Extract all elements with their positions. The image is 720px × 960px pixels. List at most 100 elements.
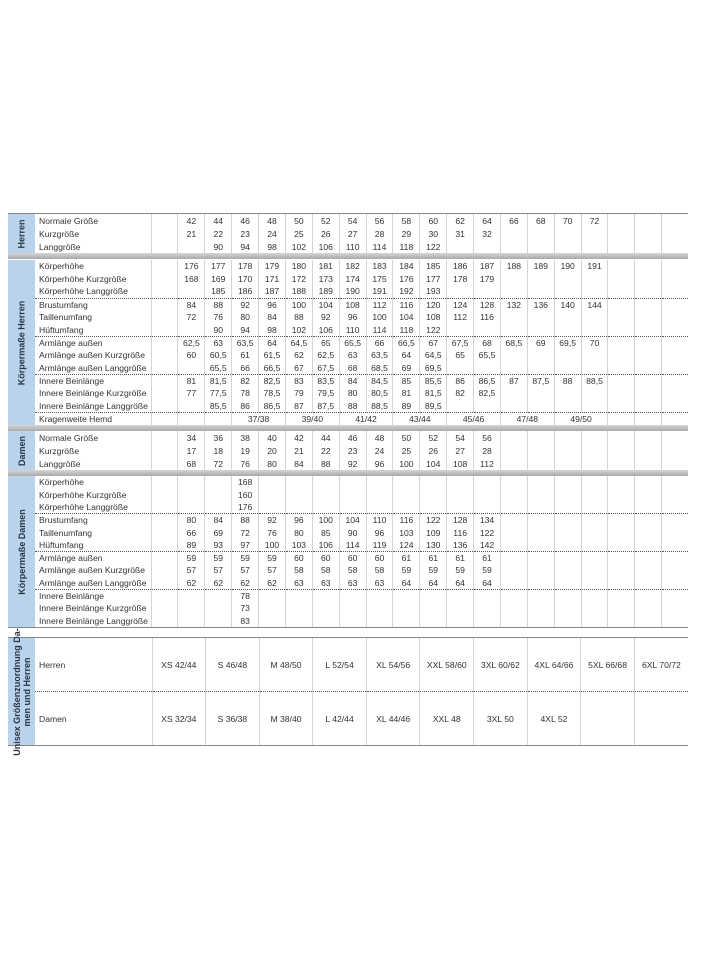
value-cell: 24 <box>365 444 393 457</box>
value-cell <box>634 240 662 254</box>
value-cell: 118 <box>392 323 420 337</box>
value-cell: 65,5 <box>204 361 232 375</box>
value-cell <box>634 457 662 470</box>
value-cell: 90 <box>338 526 367 539</box>
table-row: Armlänge außen Langgröße 62 62 62 62 63 63 63 63… <box>35 576 688 590</box>
blank-cell <box>151 411 178 425</box>
value-cell <box>526 550 555 565</box>
empty-cell <box>607 411 635 425</box>
value-cell: 78 <box>231 386 259 400</box>
value-cell: 69 <box>392 361 420 375</box>
value-cell <box>473 476 501 489</box>
table-row: Körperhöhe Langgröße 185 186 187 188 189 190 19… <box>35 285 688 299</box>
value-cell <box>499 501 528 514</box>
section-side-label: Körpermaße Herren <box>8 260 35 425</box>
blank-cell <box>151 601 178 615</box>
value-cell: 86,5 <box>473 373 501 387</box>
value-cell: 68 <box>526 214 555 228</box>
value-cell: 136 <box>526 297 555 311</box>
blank-cell <box>151 501 178 514</box>
value-cell <box>526 227 555 241</box>
value-cell: 58 <box>338 564 367 577</box>
value-cell: 61 <box>231 348 259 362</box>
value-cell: 80,5 <box>365 386 393 400</box>
value-cell: 83 <box>284 373 313 387</box>
value-cell: 88,5 <box>365 399 393 413</box>
section-separator-bar <box>8 253 688 259</box>
table-row: Herren XS 42/44 S 46/48 M 48/50 L 52/54 XL 54… <box>35 638 688 692</box>
value-cell: 82 <box>231 373 259 387</box>
value-cell: 106 <box>311 538 340 552</box>
value-cell <box>526 240 555 254</box>
value-cell: 30 <box>419 227 447 241</box>
value-cell: 176 <box>231 501 259 514</box>
value-cell: 136 <box>446 538 474 552</box>
value-cell: 85,5 <box>204 399 232 413</box>
value-cell: 48 <box>258 214 286 228</box>
unisex-table: Herren XS 42/44 S 46/48 M 48/50 L 52/54 XL 54… <box>35 638 688 745</box>
value-cell: 176 <box>392 272 420 286</box>
value-cell: 66,5 <box>258 361 286 375</box>
value-cell: 63 <box>365 576 393 590</box>
value-cell: 58 <box>284 564 313 577</box>
value-cell: 122 <box>419 240 447 254</box>
value-cell <box>660 348 688 362</box>
value-cell: 174 <box>338 272 367 286</box>
value-cell: 122 <box>419 323 447 337</box>
value-cell: 67,5 <box>311 361 340 375</box>
value-cell: 44 <box>311 431 340 444</box>
value-cell <box>607 348 635 362</box>
row-label: Armlänge außen <box>35 550 152 565</box>
value-cell <box>499 538 528 552</box>
value-cell <box>419 601 447 615</box>
value-cell: 183 <box>365 260 393 273</box>
value-cell: 140 <box>553 297 582 311</box>
value-cell <box>660 588 688 602</box>
row-label: Armlänge außen Kurzgröße <box>39 565 146 576</box>
value-cell: 76 <box>204 310 232 324</box>
value-cell <box>660 214 688 228</box>
value-cell <box>660 297 688 311</box>
size-mapping-cell: XXL 48 <box>419 691 474 745</box>
value-cell: 17 <box>177 444 205 457</box>
value-cell <box>258 588 286 602</box>
value-cell: 88 <box>553 373 582 387</box>
value-cell <box>607 240 635 254</box>
value-cell: 112 <box>473 457 501 470</box>
row-label: Normale Größe <box>39 432 99 443</box>
value-cell <box>580 488 608 502</box>
value-cell <box>446 588 474 602</box>
value-cell <box>499 361 528 375</box>
row-label: Hüftumfang <box>39 539 84 550</box>
value-cell <box>338 501 367 514</box>
value-cell: 28 <box>473 444 501 457</box>
value-cell: 63 <box>204 335 232 349</box>
value-cell <box>580 614 608 627</box>
table-row: Körperhöhe Kurzgröße 168 169 170 171 172 173 17… <box>35 272 688 286</box>
value-cell <box>634 444 662 457</box>
value-cell <box>660 361 688 375</box>
value-cell <box>499 564 528 577</box>
value-cell <box>607 588 635 602</box>
value-cell: 57 <box>204 564 232 577</box>
value-cell: 88 <box>231 513 259 527</box>
value-cell: 19 <box>231 444 259 457</box>
collar-size-cell: 37/38 <box>231 411 286 425</box>
value-cell <box>634 526 662 539</box>
value-cell: 72 <box>177 310 205 324</box>
value-cell <box>580 310 608 324</box>
value-cell: 89 <box>177 538 205 552</box>
value-cell <box>365 501 393 514</box>
table-row: Kragenweite Hemd 37/38 39/40 41/42 43/44 45/4… <box>35 411 688 425</box>
value-cell <box>607 488 635 502</box>
value-cell: 40 <box>258 431 286 444</box>
value-cell <box>580 361 608 375</box>
value-cell: 88,5 <box>580 373 608 387</box>
table-row: Brustumfang 80 84 88 92 96 100 104 110 116 122 128 1… <box>35 513 688 527</box>
blank-cell <box>151 373 178 387</box>
value-cell <box>607 526 635 539</box>
value-cell <box>660 373 688 387</box>
value-cell <box>392 488 420 502</box>
value-cell <box>204 601 232 615</box>
value-cell: 29 <box>392 227 420 241</box>
